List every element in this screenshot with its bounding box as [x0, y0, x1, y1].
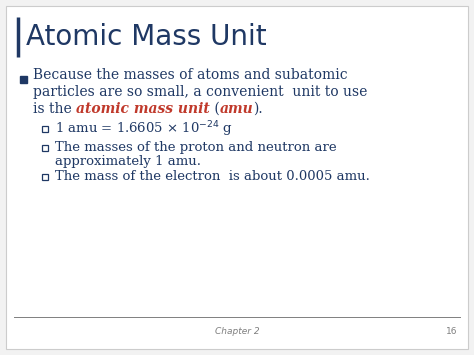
Text: ).: ). [254, 102, 263, 116]
Text: 16: 16 [446, 327, 458, 335]
Text: atomic mass unit: atomic mass unit [76, 102, 210, 116]
Text: particles are so small, a convenient  unit to use: particles are so small, a convenient uni… [33, 85, 367, 99]
Bar [20, 76, 27, 83]
Text: (: ( [210, 102, 219, 116]
Text: Because the masses of atoms and subatomic: Because the masses of atoms and subatomi… [33, 68, 347, 82]
Text: The masses of the proton and neutron are: The masses of the proton and neutron are [55, 142, 337, 154]
Bar [42, 126, 48, 132]
Text: The mass of the electron  is about 0.0005 amu.: The mass of the electron is about 0.0005… [55, 170, 370, 184]
Text: approximately 1 amu.: approximately 1 amu. [55, 155, 201, 169]
Text: 1 amu = 1.6605 $\times$ 10$^{-24}$ g: 1 amu = 1.6605 $\times$ 10$^{-24}$ g [55, 119, 233, 139]
Bar [42, 174, 48, 180]
Text: Chapter 2: Chapter 2 [215, 327, 259, 335]
Text: amu: amu [219, 102, 254, 116]
Text: is the: is the [33, 102, 76, 116]
Bar [42, 145, 48, 151]
Text: Atomic Mass Unit: Atomic Mass Unit [26, 23, 266, 51]
FancyBboxPatch shape [6, 6, 468, 349]
